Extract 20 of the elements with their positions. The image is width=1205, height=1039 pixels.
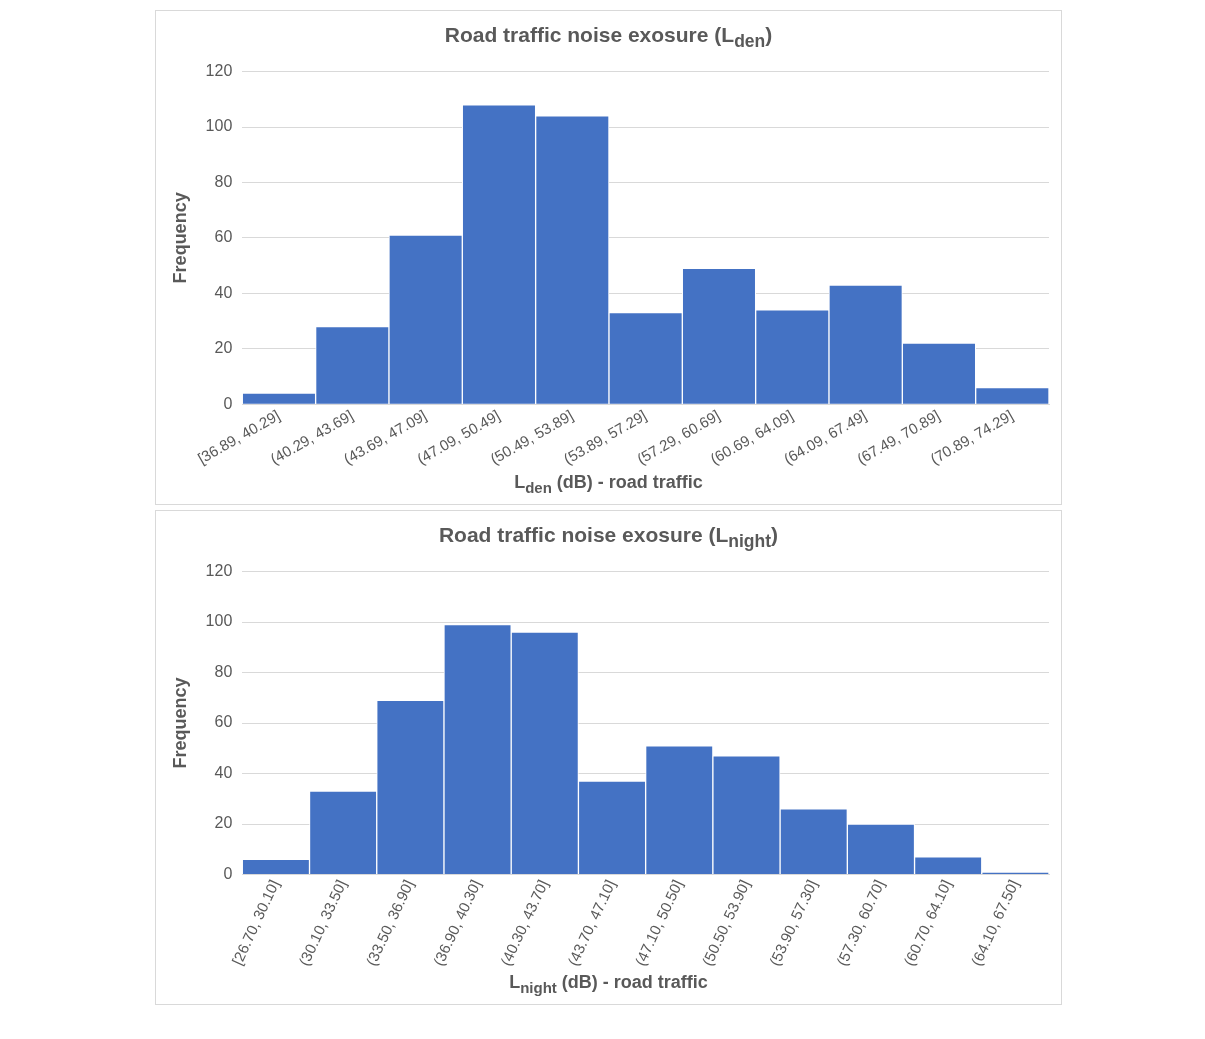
y-tick-label: 120 — [205, 562, 233, 580]
y-tick-label: 80 — [214, 663, 233, 681]
y-tick-label: 80 — [214, 173, 233, 191]
x-axis-title: L$_{night}$ (dB) - road traffic — [508, 972, 709, 996]
y-tick-label: 120 — [205, 62, 233, 80]
y-tick-label: 100 — [205, 612, 233, 630]
y-tick-label: 20 — [214, 339, 233, 357]
y-tick-label: 60 — [214, 713, 233, 731]
y-tick-label: 40 — [214, 283, 233, 301]
y-axis-title: Frequency — [169, 677, 190, 769]
y-tick-label: 100 — [205, 117, 233, 135]
chart-title: Road traffic noise exosure (L$_{den}$) — [443, 23, 774, 53]
y-tick-label: 0 — [223, 394, 233, 412]
chart-title: Road traffic noise exosure (L$_{night}$) — [437, 523, 780, 553]
y-tick-label: 60 — [214, 228, 233, 246]
x-axis-title: L$_{den}$ (dB) - road traffic — [513, 472, 704, 496]
y-tick-label: 20 — [214, 814, 233, 832]
y-axis-title: Frequency — [169, 192, 190, 284]
y-tick-label: 0 — [223, 865, 233, 883]
y-tick-label: 40 — [214, 764, 233, 782]
